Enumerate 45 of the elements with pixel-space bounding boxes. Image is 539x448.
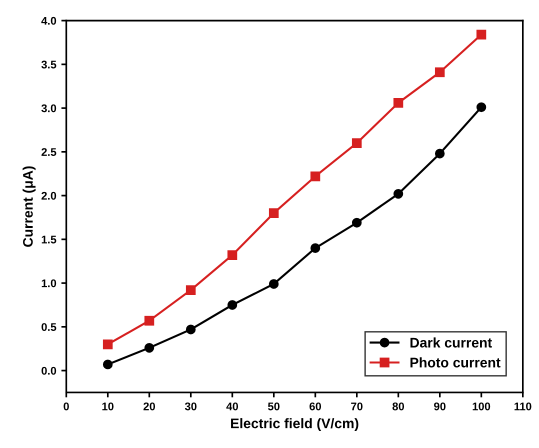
point — [352, 218, 362, 228]
y-tick-label: 1.5 — [42, 236, 56, 244]
point — [393, 98, 404, 108]
x-tick-label: 70 — [351, 402, 363, 410]
point — [227, 300, 238, 310]
legend-label: Dark current — [410, 337, 492, 348]
point — [268, 279, 279, 289]
x-tick-label: 100 — [472, 402, 490, 410]
x-axis-title: Electric field (V/cm) — [231, 418, 358, 432]
legend-label: Photo current — [410, 357, 500, 368]
y-tick-label: 0.0 — [42, 366, 56, 375]
point — [310, 243, 320, 253]
point — [144, 316, 154, 326]
point — [434, 148, 445, 158]
y-tick-label: 0.5 — [42, 323, 56, 331]
point — [352, 138, 362, 148]
y-tick-label: 1.0 — [42, 279, 56, 288]
x-tick-label: 50 — [268, 402, 280, 410]
y-tick-label: 2.5 — [42, 148, 56, 156]
point — [476, 102, 486, 112]
x-tick-label: 60 — [310, 402, 322, 410]
y-axis-title: Current (μA) — [22, 166, 36, 247]
point — [268, 208, 279, 218]
point — [227, 250, 238, 260]
point — [186, 324, 196, 334]
y-tick-label: 3.5 — [41, 60, 56, 69]
point — [393, 188, 404, 199]
x-tick-label: 80 — [392, 402, 404, 410]
x-tick-label: 110 — [514, 402, 532, 410]
point — [102, 339, 113, 350]
point — [434, 67, 445, 78]
x-tick-label: 30 — [184, 402, 197, 410]
point — [310, 171, 320, 182]
point — [144, 342, 154, 353]
point — [476, 30, 486, 40]
point — [186, 285, 196, 295]
x-tick-label: 10 — [102, 402, 114, 410]
y-tick-label: 4.0 — [41, 16, 56, 25]
x-tick-label: 0 — [64, 402, 69, 410]
x-tick-label: 20 — [144, 402, 156, 410]
point — [102, 360, 113, 370]
x-tick-label: 90 — [434, 402, 446, 410]
y-tick-label: 2.0 — [42, 192, 56, 200]
x-tick-label: 40 — [226, 402, 238, 410]
y-tick-label: 3.0 — [41, 104, 56, 112]
